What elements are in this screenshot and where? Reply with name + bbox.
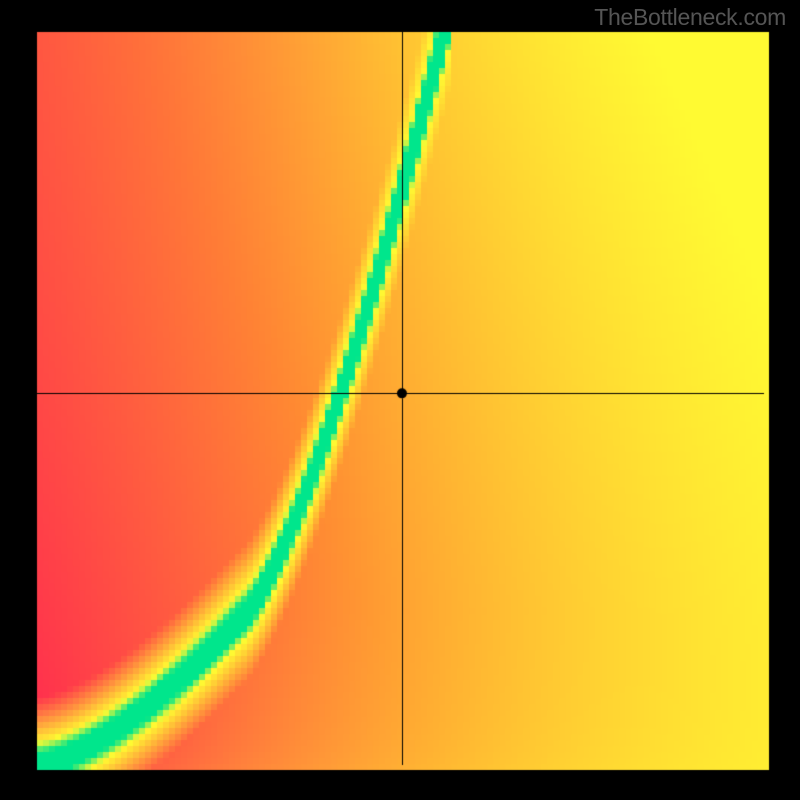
bottleneck-heatmap [0,0,800,800]
chart-container: TheBottleneck.com [0,0,800,800]
watermark-text: TheBottleneck.com [594,4,786,31]
